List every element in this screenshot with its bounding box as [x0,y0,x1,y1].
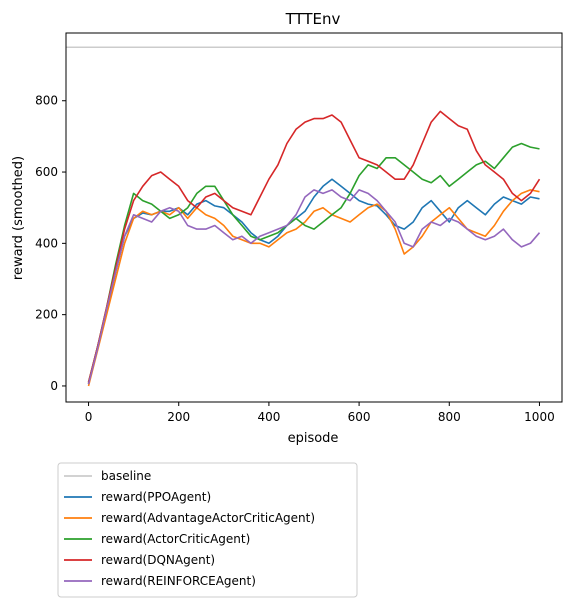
legend: baseline reward(PPOAgent) reward(Advantage… [57,462,358,598]
series-line-3 [87,110,541,383]
legend-label: reward(PPOAgent) [101,490,211,504]
y-tick-label: 600 [35,165,58,179]
legend-label: reward(ActorCriticAgent) [101,532,250,546]
chart-title: TTTEnv [285,10,341,28]
plot-area [65,32,563,403]
y-axis: 0 200 400 600 800 [35,94,66,393]
x-tick-label: 1000 [524,410,555,424]
y-tick-label: 0 [50,379,58,393]
legend-label: reward(AdvantageActorCriticAgent) [101,511,315,525]
x-axis-label: episode [288,431,339,446]
series-line-1 [87,189,540,387]
y-tick-label: 800 [35,94,58,108]
legend-box [57,462,358,598]
y-axis-label: reward (smoothed) [11,156,26,280]
x-tick-label: 800 [438,410,461,424]
axes-frame [65,32,563,403]
x-tick-label: 400 [257,410,280,424]
series-line-2 [87,142,540,383]
y-tick-label: 200 [35,308,58,322]
y-tick-label: 400 [35,236,58,250]
legend-label: baseline [101,469,151,483]
x-axis: 0 200 400 600 800 1000 [85,402,555,424]
legend-label: reward(DQNAgent) [101,553,215,567]
series-line-4 [87,189,541,385]
x-tick-label: 200 [167,410,190,424]
x-tick-label: 0 [85,410,93,424]
x-tick-label: 600 [348,410,371,424]
legend-label: reward(REINFORCEAgent) [101,574,256,588]
series-line-0 [87,178,540,385]
